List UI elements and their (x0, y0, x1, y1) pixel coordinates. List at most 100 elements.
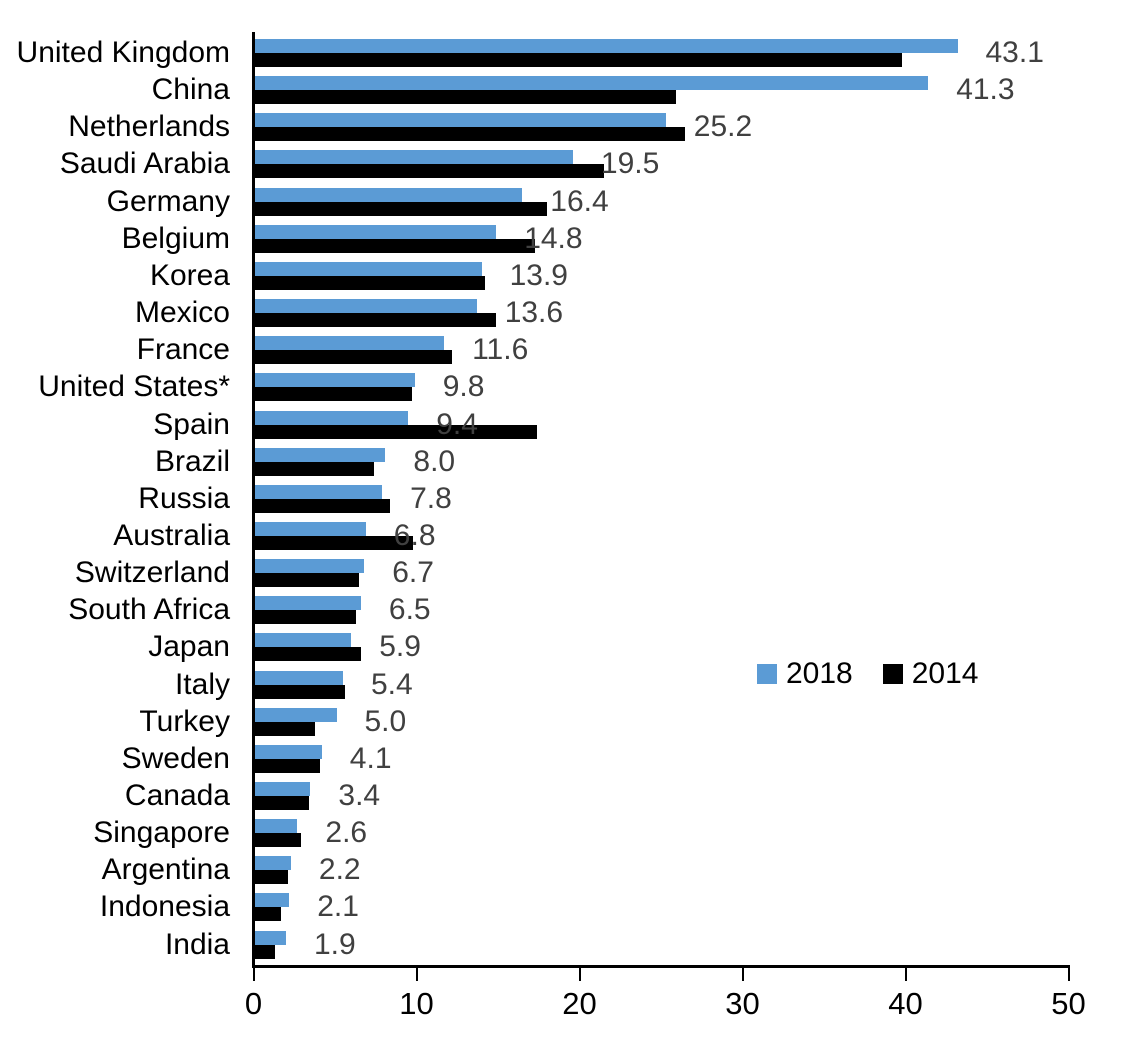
x-tick-mark-50 (1067, 965, 1070, 981)
category-label-south-africa: South Africa (68, 593, 230, 627)
bar-2018-indonesia (255, 893, 290, 908)
category-label-india: India (164, 927, 230, 961)
value-label-spain: 9.4 (436, 407, 478, 441)
value-label-south-africa: 6.5 (388, 593, 431, 627)
value-label-switzerland: 6.7 (392, 556, 434, 590)
bar-2014-switzerland (255, 573, 360, 588)
bar-2018-canada (255, 782, 311, 796)
legend-swatch-2014 (882, 664, 903, 684)
bar-2018-russia (255, 484, 383, 499)
x-tick-label-40: 40 (888, 986, 923, 1021)
bar-2014-united-kingdom (255, 53, 903, 67)
value-label-brazil: 8.0 (413, 444, 456, 478)
category-label-argentina: Argentina (101, 853, 230, 887)
x-tick-label-0: 0 (244, 986, 263, 1021)
value-label-japan: 5.9 (379, 630, 421, 664)
bar-2018-korea (255, 261, 482, 276)
category-label-united-states: United States* (38, 370, 230, 404)
bar-2014-sweden (255, 758, 321, 773)
bar-2018-argentina (255, 856, 291, 871)
x-tick-mark-10 (415, 965, 418, 981)
category-label-italy: Italy (174, 667, 230, 701)
bar-2018-belgium (255, 224, 497, 239)
bar-2014-spain (255, 424, 537, 439)
bar-2014-netherlands (255, 127, 686, 142)
value-label-australia: 6.8 (393, 518, 436, 552)
bar-2018-turkey (255, 707, 337, 722)
bar-2014-korea (255, 275, 485, 290)
bar-2018-united-states (255, 373, 415, 388)
bar-2018-mexico (255, 299, 477, 314)
bar-2014-india (255, 944, 275, 959)
value-label-united-kingdom: 43.1 (985, 36, 1044, 69)
category-label-united-kingdom: United Kingdom (16, 36, 230, 69)
category-label-switzerland: Switzerland (74, 556, 230, 590)
x-tick-mark-20 (578, 965, 581, 981)
value-label-italy: 5.4 (371, 667, 413, 701)
value-label-belgium: 14.8 (524, 221, 583, 255)
bar-2014-turkey (255, 721, 316, 736)
value-label-mexico: 13.6 (504, 296, 564, 330)
bar-2014-south-africa (255, 610, 357, 625)
x-tick-label-20: 20 (562, 986, 597, 1021)
bar-2014-france (255, 350, 453, 365)
value-label-argentina: 2.2 (318, 853, 361, 887)
category-label-china: China (151, 73, 230, 107)
legend-label-2018: 2018 (786, 657, 853, 690)
bar-2018-brazil (255, 447, 386, 462)
chart-legend: 2018 2014 (757, 659, 979, 689)
value-label-china: 41.3 (956, 73, 1015, 107)
category-label-russia: Russia (138, 481, 230, 515)
value-label-united-states: 9.8 (442, 370, 485, 404)
value-label-netherlands: 25.2 (693, 110, 753, 144)
bar-2014-japan (255, 647, 361, 662)
value-label-india: 1.9 (314, 927, 356, 961)
category-label-germany: Germany (106, 184, 230, 218)
category-label-saudi-arabia: Saudi Arabia (59, 147, 230, 181)
value-label-russia: 7.8 (410, 481, 452, 515)
bar-2018-south-africa (255, 596, 361, 611)
x-tick-mark-40 (904, 965, 907, 981)
x-tick-label-50: 50 (1051, 986, 1086, 1021)
x-tick-mark-0 (252, 965, 255, 981)
bar-2014-indonesia (255, 907, 282, 922)
value-label-korea: 13.9 (509, 258, 568, 292)
bar-2014-singapore (255, 833, 301, 848)
category-label-indonesia: Indonesia (99, 890, 230, 924)
category-label-canada: Canada (124, 779, 230, 812)
bar-2018-spain (255, 410, 409, 425)
category-label-belgium: Belgium (121, 221, 230, 255)
bar-2018-france (255, 336, 445, 351)
category-label-sweden: Sweden (121, 741, 230, 775)
x-tick-label-10: 10 (399, 986, 434, 1021)
x-axis-line (252, 965, 1070, 968)
value-label-singapore: 2.6 (325, 816, 368, 850)
bar-2014-mexico (255, 313, 497, 328)
value-label-turkey: 5.0 (364, 704, 407, 738)
bar-2018-netherlands (255, 113, 666, 128)
category-label-australia: Australia (113, 518, 230, 552)
bar-2014-united-states (255, 387, 412, 402)
bar-2018-italy (255, 670, 343, 685)
value-label-germany: 16.4 (550, 184, 609, 218)
category-label-france: France (136, 333, 230, 367)
value-label-sweden: 4.1 (349, 741, 392, 775)
bar-2018-japan (255, 633, 352, 648)
value-label-saudi-arabia: 19.5 (600, 147, 660, 181)
bar-2014-australia (255, 535, 414, 550)
category-label-mexico: Mexico (134, 296, 230, 330)
bar-2014-saudi-arabia (255, 164, 604, 179)
bar-2014-canada (255, 796, 309, 810)
x-tick-label-30: 30 (725, 986, 760, 1021)
bar-2018-india (255, 930, 286, 945)
bar-2018-china (255, 76, 929, 91)
bar-2014-argentina (255, 870, 288, 885)
bar-2018-sweden (255, 744, 322, 759)
legend-label-2014: 2014 (911, 657, 979, 690)
bar-2014-germany (255, 201, 547, 216)
x-tick-mark-30 (741, 965, 744, 981)
category-label-brazil: Brazil (154, 444, 230, 478)
value-label-france: 11.6 (472, 333, 529, 367)
bar-2018-germany (255, 187, 523, 202)
